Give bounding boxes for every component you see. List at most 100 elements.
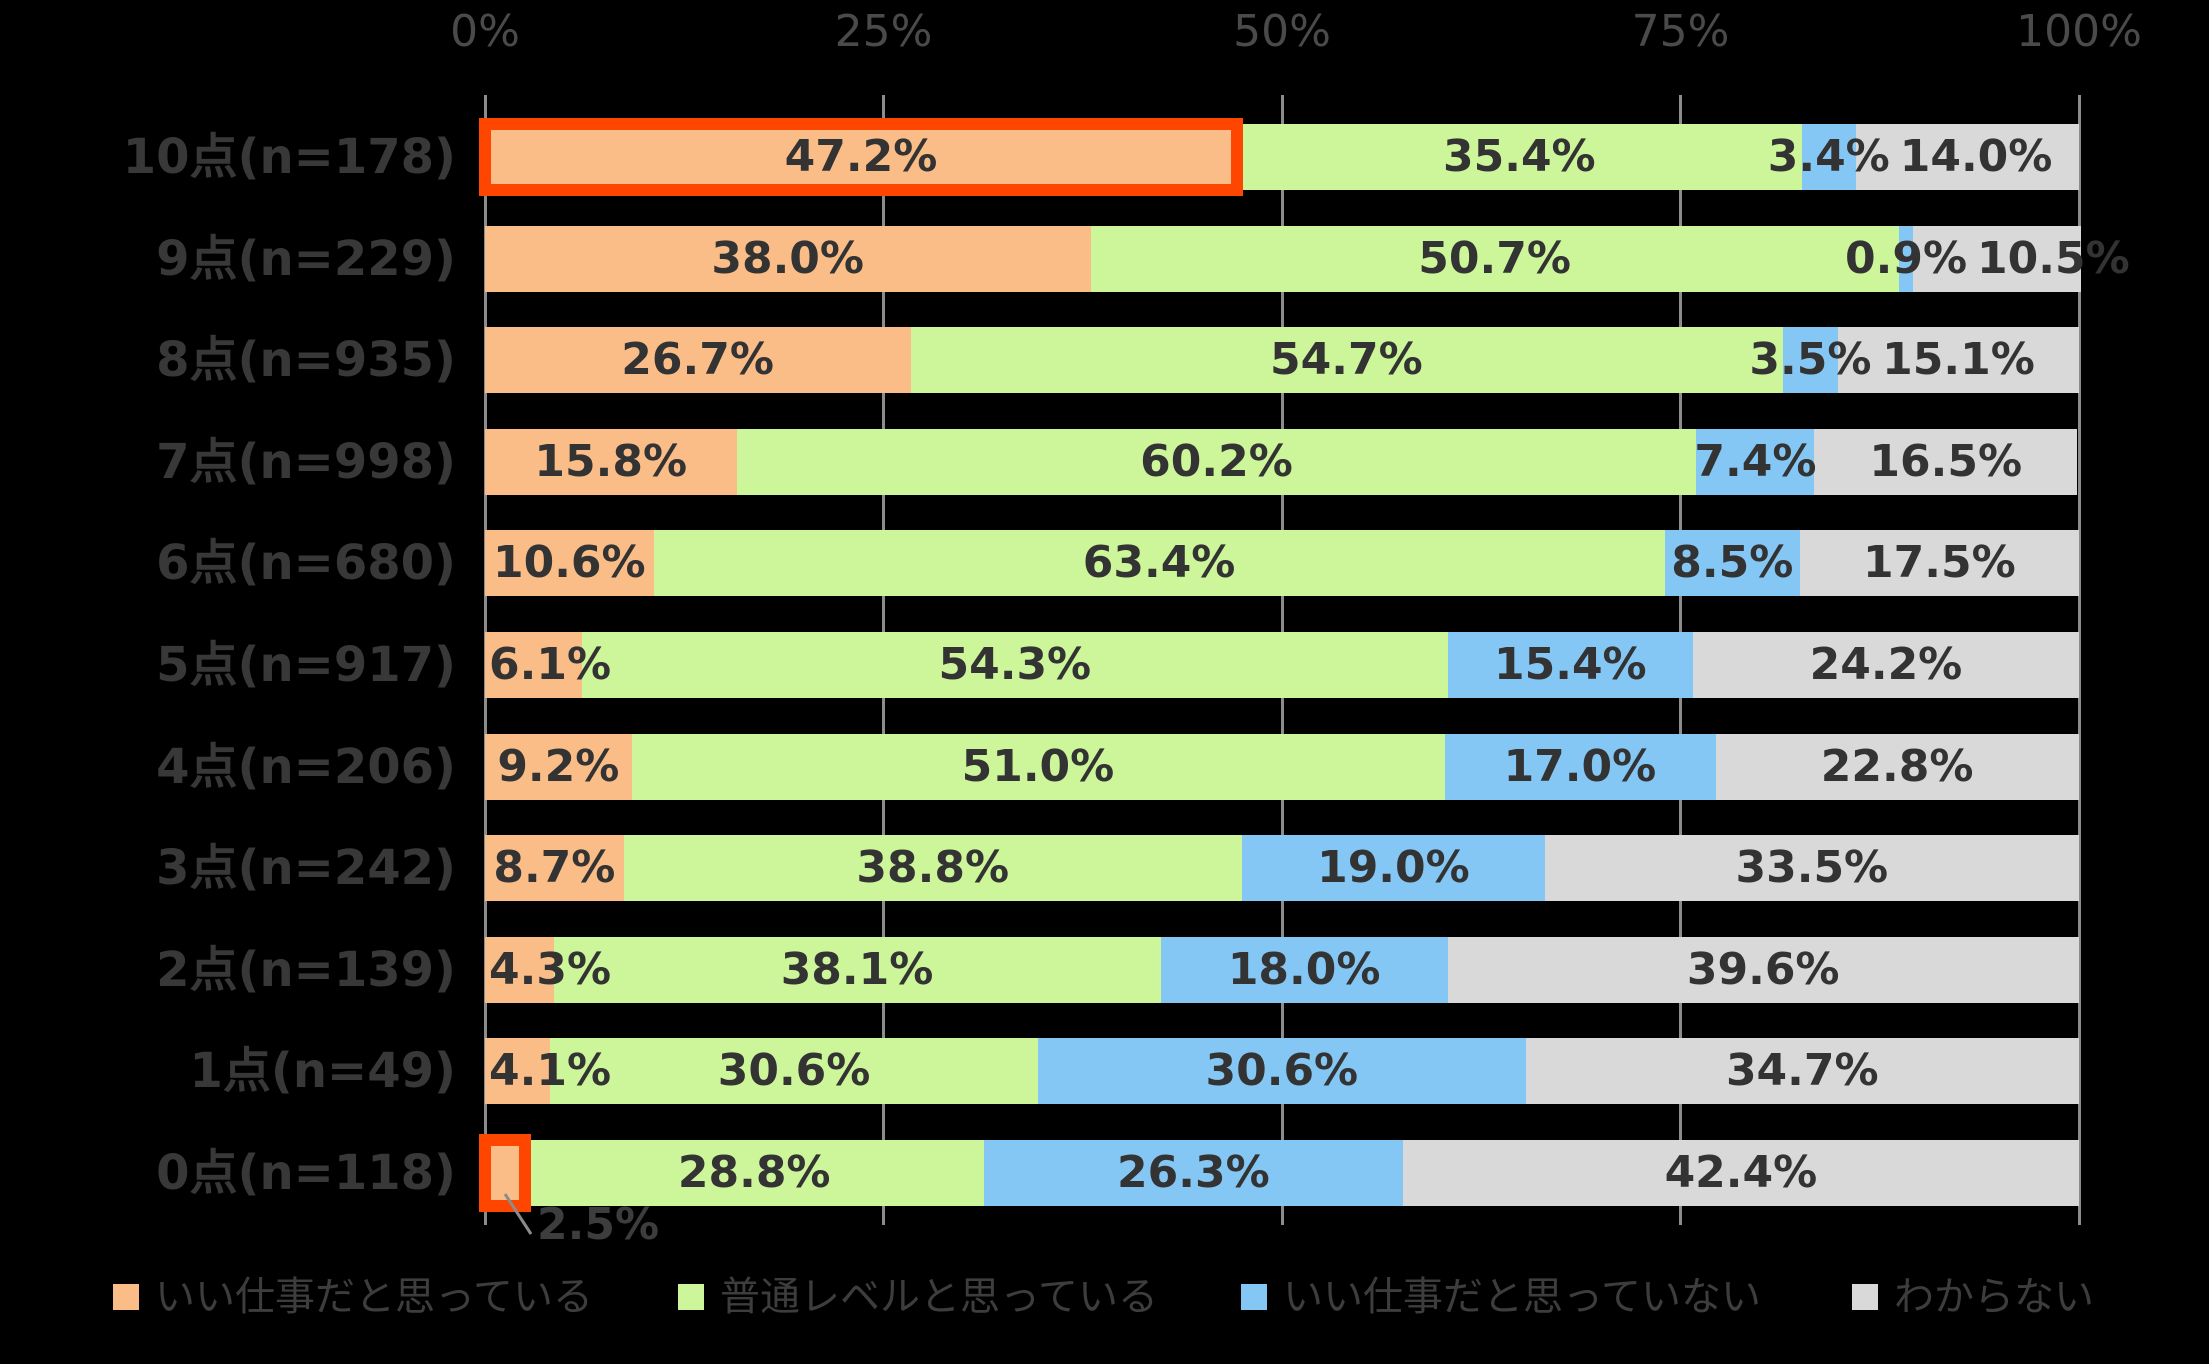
bar-segment: [910, 327, 1783, 394]
gridline: [2077, 95, 2081, 1225]
bar-segment: [1664, 530, 1801, 597]
data-label: 15.4%: [1494, 639, 1647, 690]
data-label: 26.3%: [1117, 1147, 1270, 1198]
data-label: 4.1%: [489, 1045, 612, 1097]
category-label: 3点(n=242): [156, 840, 456, 897]
bar-segment: [1838, 327, 2079, 394]
bar-segment: [1801, 124, 1856, 190]
legend-label: いい仕事だと思っていない: [1283, 1274, 1761, 1320]
data-label: 0.9%: [1845, 232, 1968, 284]
data-label: 15.1%: [1882, 334, 2035, 386]
callout-label: 2.5%: [537, 1199, 660, 1250]
bar-segment: [1855, 124, 2079, 190]
data-label: 22.8%: [1820, 740, 1974, 792]
bar-segment: [550, 1038, 1039, 1105]
highlight-outline: [479, 1134, 531, 1212]
data-label: 63.4%: [1082, 537, 1236, 589]
legend-label: いい仕事だと思っている: [155, 1274, 593, 1320]
bar-segment: [582, 632, 1448, 698]
data-label: 38.8%: [856, 842, 1010, 894]
data-label: 50.7%: [1418, 232, 1571, 284]
bar-segment: [1447, 936, 2079, 1003]
legend-swatch: [678, 1284, 704, 1310]
bar-segment: [1038, 1038, 1526, 1105]
category-label: 2点(n=139): [156, 941, 456, 998]
bar-segment: [1160, 936, 1448, 1003]
bar-segment: [1090, 225, 1899, 292]
bar-segment: [1715, 733, 2079, 800]
bar-segment: [736, 428, 1697, 495]
data-label: 54.7%: [1270, 334, 1423, 386]
bar-segment: [485, 327, 911, 394]
data-label: 4.3%: [489, 943, 612, 995]
data-label: 42.4%: [1664, 1147, 1818, 1198]
bar-segment: [485, 530, 654, 597]
data-label: 3.5%: [1749, 334, 1872, 386]
bar-segment: [631, 733, 1445, 800]
data-label: 30.6%: [1205, 1045, 1359, 1097]
bar-segment: [553, 936, 1161, 1003]
data-label: 3.4%: [1767, 131, 1890, 182]
data-label: 10.5%: [1977, 232, 2130, 284]
data-label: 35.4%: [1443, 131, 1596, 182]
bar-segment: [1444, 733, 1716, 800]
data-label: 9.2%: [497, 740, 620, 792]
data-label: 47.2%: [784, 131, 938, 182]
data-label: 39.6%: [1686, 943, 1840, 995]
bar-segment: [485, 225, 1091, 292]
bar-segment: [983, 1140, 1404, 1206]
data-label: 30.6%: [717, 1045, 871, 1097]
category-label: 10点(n=178): [122, 129, 456, 185]
bar-segment: [1696, 428, 1815, 495]
legend-label: わからない: [1894, 1274, 2094, 1320]
bar-segment: [1545, 835, 2079, 902]
bar-segment: [524, 1140, 984, 1206]
data-label: 51.0%: [961, 740, 1115, 792]
data-label: 16.5%: [1869, 435, 2023, 487]
data-label: 17.0%: [1503, 740, 1657, 792]
bar-segment: [1913, 225, 2081, 292]
x-axis-tick-label: 75%: [1631, 6, 1730, 57]
x-axis-tick-label: 50%: [1233, 6, 1331, 57]
legend-label: 普通レベルと思っている: [720, 1274, 1158, 1320]
data-label: 14.0%: [1899, 131, 2053, 182]
bar-segment: [1693, 632, 2079, 698]
data-label: 6.1%: [489, 639, 612, 690]
highlight-outline: [479, 118, 1244, 196]
legend-swatch: [113, 1284, 139, 1310]
bar-segment: [1237, 124, 1802, 190]
category-label: 7点(n=998): [156, 433, 456, 490]
category-label: 5点(n=917): [156, 637, 456, 693]
x-axis-tick-label: 25%: [834, 6, 933, 57]
bar-segment: [485, 835, 624, 902]
bar-segment: [1242, 835, 1545, 902]
data-label: 18.0%: [1227, 943, 1381, 995]
data-label: 60.2%: [1140, 435, 1293, 487]
data-label: 15.8%: [534, 435, 688, 487]
data-label: 33.5%: [1735, 842, 1889, 894]
data-label: 38.1%: [780, 943, 934, 995]
bar-segment: [1447, 632, 1694, 698]
bar-segment: [1898, 225, 1914, 292]
data-label: 54.3%: [938, 639, 1092, 690]
data-label: 28.8%: [677, 1147, 831, 1198]
bar-segment: [485, 632, 583, 698]
category-label: 0点(n=118): [156, 1145, 456, 1201]
bar-segment: [623, 835, 1243, 902]
category-label: 8点(n=935): [156, 332, 456, 389]
bar-segment: [1525, 1038, 2079, 1105]
x-axis-tick-label: 0%: [450, 6, 520, 57]
bar-segment: [485, 428, 737, 495]
bar-segment: [1800, 530, 2079, 597]
bar-segment: [485, 733, 632, 800]
category-label: 9点(n=229): [156, 230, 456, 287]
bar-segment: [485, 936, 554, 1003]
bar-segment: [1814, 428, 2078, 495]
legend-swatch: [1852, 1284, 1878, 1310]
data-label: 8.7%: [493, 842, 616, 894]
data-label: 10.6%: [492, 537, 646, 589]
bar-segment: [1403, 1140, 2079, 1206]
bar-segment: [653, 530, 1665, 597]
data-label: 19.0%: [1317, 842, 1470, 894]
